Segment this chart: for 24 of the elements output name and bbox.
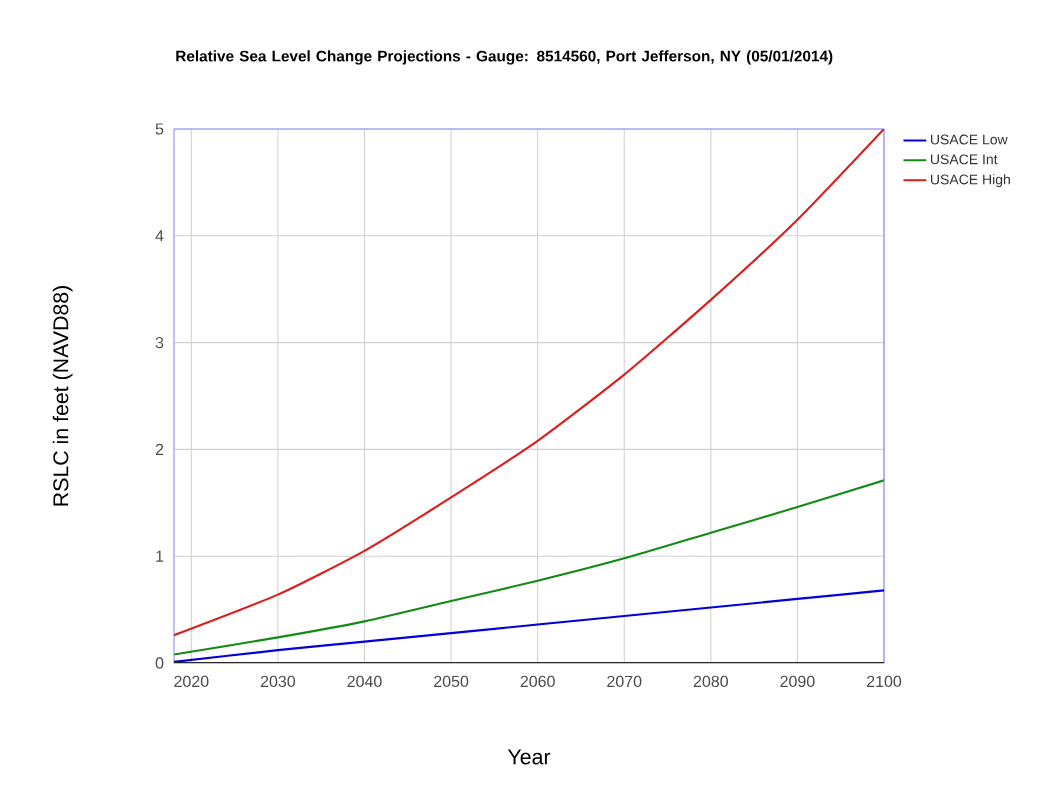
- x-tick-label: 2080: [693, 675, 728, 688]
- line-series: [174, 479, 884, 656]
- y-tick-label: 4: [155, 230, 164, 242]
- line-series: [174, 129, 884, 637]
- x-tick-label: 2070: [607, 675, 642, 688]
- x-tick-label: 2060: [520, 675, 555, 688]
- y-tick-label: 2: [155, 443, 164, 455]
- y-tick-label: 0: [155, 657, 164, 669]
- line-series: [174, 589, 884, 663]
- chart-title: Relative Sea Level Change Projections - Gauge: 8514560, Port Jefferson, NY (05/01/2014): [176, 50, 833, 65]
- x-tick-label: 2050: [434, 675, 469, 688]
- legend-label: USACE High: [930, 174, 1010, 188]
- x-axis-title: Year: [507, 749, 551, 765]
- y-axis-title: RSLC in feet (NAVD88): [52, 286, 73, 506]
- legend-label: USACE Low: [930, 134, 1008, 145]
- x-tick-label: 2100: [867, 675, 902, 688]
- x-tick-label: 2040: [347, 675, 382, 688]
- legend-label: USACE Int: [930, 154, 998, 165]
- x-tick-label: 2030: [260, 675, 296, 688]
- x-tick-label: 2020: [174, 675, 209, 688]
- y-tick-label: 5: [155, 123, 164, 135]
- y-tick-label: 1: [156, 550, 164, 562]
- x-tick-label: 2090: [780, 675, 815, 688]
- y-tick-label: 3: [155, 336, 164, 349]
